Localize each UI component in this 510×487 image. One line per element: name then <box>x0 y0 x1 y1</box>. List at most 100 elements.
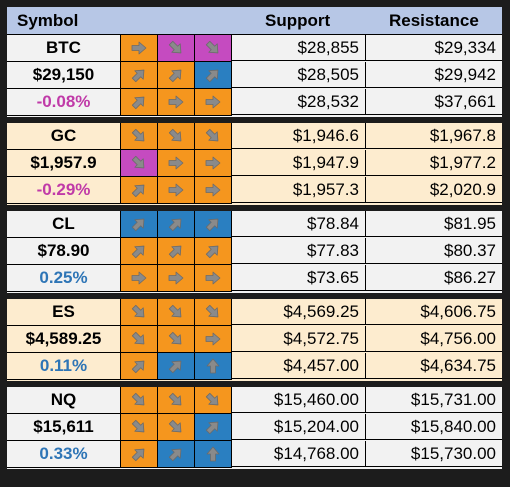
trend-arrow-down-right-icon[interactable] <box>121 299 158 326</box>
trend-arrow-right-icon[interactable] <box>195 265 232 292</box>
support-cell[interactable]: $15,460.00 <box>232 387 366 413</box>
instrument-block-btc: BTC $28,855 $29,334 $29,150 $28,505 $29,942 -0… <box>7 35 502 117</box>
trend-arrow-down-right-icon[interactable] <box>158 387 195 414</box>
trend-arrow-down-right-icon[interactable] <box>121 123 158 150</box>
trend-arrow-up-right-icon[interactable] <box>158 441 195 468</box>
trend-arrow-down-right-icon[interactable] <box>121 387 158 414</box>
trend-arrow-right-icon[interactable] <box>158 177 195 204</box>
trend-arrow-down-right-icon[interactable] <box>195 35 232 62</box>
resistance-cell[interactable]: $1,977.2 <box>366 150 502 176</box>
resistance-cell[interactable]: $29,334 <box>366 35 502 61</box>
trend-arrow-right-icon[interactable] <box>195 177 232 204</box>
trend-arrow-right-icon[interactable] <box>195 150 232 177</box>
trend-arrow-down-right-icon[interactable] <box>121 150 158 177</box>
resistance-cell[interactable]: $4,606.75 <box>366 299 502 325</box>
trend-arrow-right-icon[interactable] <box>158 265 195 292</box>
trend-arrow-up-icon[interactable] <box>195 353 232 380</box>
table-row: $4,589.25 $4,572.75 $4,756.00 <box>7 326 502 353</box>
price-cell[interactable]: $4,589.25 <box>7 326 121 353</box>
trend-arrow-down-right-icon[interactable] <box>121 326 158 353</box>
change-cell[interactable]: -0.08% <box>7 89 121 116</box>
resistance-cell[interactable]: $15,840.00 <box>366 414 502 440</box>
resistance-cell[interactable]: $4,756.00 <box>366 326 502 352</box>
support-cell[interactable]: $4,572.75 <box>232 326 366 352</box>
trend-arrow-up-right-icon[interactable] <box>121 441 158 468</box>
trend-arrow-down-right-icon[interactable] <box>158 414 195 441</box>
trend-arrow-down-right-icon[interactable] <box>158 299 195 326</box>
trend-arrow-right-icon[interactable] <box>195 89 232 116</box>
symbol-cell[interactable]: CL <box>7 211 121 238</box>
table-row: BTC $28,855 $29,334 <box>7 35 502 62</box>
support-cell[interactable]: $28,532 <box>232 89 366 115</box>
price-cell[interactable]: $1,957.9 <box>7 150 121 177</box>
change-cell[interactable]: -0.29% <box>7 177 121 204</box>
table-row: $78.90 $77.83 $80.37 <box>7 238 502 265</box>
trend-arrow-up-right-icon[interactable] <box>195 238 232 265</box>
trend-arrow-right-icon[interactable] <box>121 35 158 62</box>
trend-arrow-up-right-icon[interactable] <box>195 62 232 89</box>
symbol-cell[interactable]: GC <box>7 123 121 150</box>
trend-arrow-up-right-icon[interactable] <box>121 62 158 89</box>
resistance-cell[interactable]: $15,730.00 <box>366 441 502 467</box>
trend-arrow-up-right-icon[interactable] <box>121 353 158 380</box>
trend-arrow-up-right-icon[interactable] <box>121 238 158 265</box>
trend-arrow-right-icon[interactable] <box>121 265 158 292</box>
resistance-cell[interactable]: $1,967.8 <box>366 123 502 149</box>
trend-arrow-down-right-icon[interactable] <box>158 123 195 150</box>
trend-arrow-up-right-icon[interactable] <box>121 211 158 238</box>
resistance-cell[interactable]: $81.95 <box>366 211 502 237</box>
price-cell[interactable]: $15,611 <box>7 414 121 441</box>
trend-arrow-up-right-icon[interactable] <box>158 211 195 238</box>
price-cell[interactable]: $29,150 <box>7 62 121 89</box>
instrument-block-es: ES $4,569.25 $4,606.75 $4,589.25 $4,572.75 $4… <box>7 299 502 381</box>
resistance-cell[interactable]: $4,634.75 <box>366 353 502 379</box>
support-cell[interactable]: $1,947.9 <box>232 150 366 176</box>
trend-arrow-up-right-icon[interactable] <box>158 62 195 89</box>
support-cell[interactable]: $1,957.3 <box>232 177 366 203</box>
table-row: $15,611 $15,204.00 $15,840.00 <box>7 414 502 441</box>
support-cell[interactable]: $28,855 <box>232 35 366 61</box>
trend-arrow-down-right-icon[interactable] <box>195 299 232 326</box>
trend-arrow-up-right-icon[interactable] <box>158 353 195 380</box>
change-cell[interactable]: 0.33% <box>7 441 121 468</box>
support-cell[interactable]: $1,946.6 <box>232 123 366 149</box>
resistance-cell[interactable]: $86.27 <box>366 265 502 291</box>
trend-arrow-right-icon[interactable] <box>195 326 232 353</box>
resistance-cell[interactable]: $80.37 <box>366 238 502 264</box>
instrument-block-cl: CL $78.84 $81.95 $78.90 $77.83 $80.37 0.25% $73… <box>7 211 502 293</box>
trend-arrow-right-icon[interactable] <box>158 150 195 177</box>
trend-arrow-up-right-icon[interactable] <box>195 211 232 238</box>
symbol-cell[interactable]: BTC <box>7 35 121 62</box>
trend-arrow-down-right-icon[interactable] <box>158 35 195 62</box>
trend-arrow-down-right-icon[interactable] <box>195 387 232 414</box>
change-cell[interactable]: 0.11% <box>7 353 121 380</box>
resistance-cell[interactable]: $2,020.9 <box>366 177 502 203</box>
price-cell[interactable]: $78.90 <box>7 238 121 265</box>
trend-arrow-down-right-icon[interactable] <box>195 123 232 150</box>
resistance-cell[interactable]: $15,731.00 <box>366 387 502 413</box>
support-cell[interactable]: $78.84 <box>232 211 366 237</box>
trend-arrow-up-icon[interactable] <box>195 441 232 468</box>
change-cell[interactable]: 0.25% <box>7 265 121 292</box>
resistance-cell[interactable]: $29,942 <box>366 62 502 88</box>
trend-arrow-up-right-icon[interactable] <box>195 414 232 441</box>
symbol-cell[interactable]: ES <box>7 299 121 326</box>
trend-arrow-down-right-icon[interactable] <box>121 414 158 441</box>
support-cell[interactable]: $77.83 <box>232 238 366 264</box>
resistance-cell[interactable]: $37,661 <box>366 89 502 115</box>
header-row: Symbol Support Resistance <box>7 7 502 35</box>
trend-arrow-up-right-icon[interactable] <box>121 177 158 204</box>
support-cell[interactable]: $4,569.25 <box>232 299 366 325</box>
symbol-cell[interactable]: NQ <box>7 387 121 414</box>
trend-arrow-up-right-icon[interactable] <box>158 238 195 265</box>
trend-arrow-up-right-icon[interactable] <box>121 89 158 116</box>
support-cell[interactable]: $4,457.00 <box>232 353 366 379</box>
support-cell[interactable]: $73.65 <box>232 265 366 291</box>
support-cell[interactable]: $15,204.00 <box>232 414 366 440</box>
support-cell[interactable]: $14,768.00 <box>232 441 366 467</box>
table-row: 0.11% $4,457.00 $4,634.75 <box>7 353 502 380</box>
support-cell[interactable]: $28,505 <box>232 62 366 88</box>
trend-arrow-down-right-icon[interactable] <box>158 326 195 353</box>
trend-arrow-right-icon[interactable] <box>158 89 195 116</box>
